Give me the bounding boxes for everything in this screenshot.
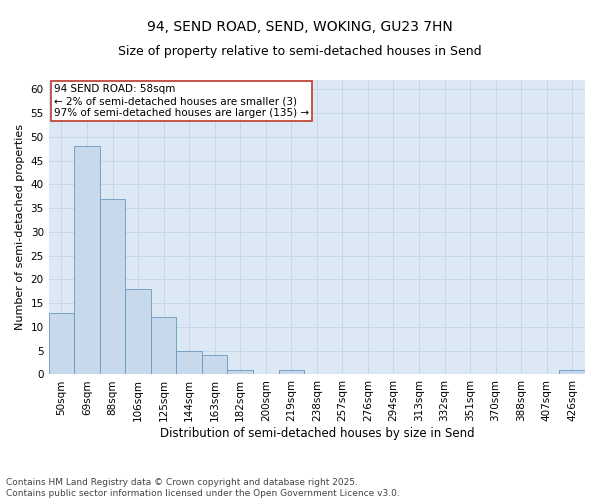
Text: 94, SEND ROAD, SEND, WOKING, GU23 7HN: 94, SEND ROAD, SEND, WOKING, GU23 7HN	[147, 20, 453, 34]
Text: 94 SEND ROAD: 58sqm
← 2% of semi-detached houses are smaller (3)
97% of semi-det: 94 SEND ROAD: 58sqm ← 2% of semi-detache…	[54, 84, 309, 117]
Bar	[100, 198, 125, 374]
Bar	[125, 289, 151, 374]
X-axis label: Distribution of semi-detached houses by size in Send: Distribution of semi-detached houses by …	[160, 427, 474, 440]
Bar	[49, 312, 74, 374]
Bar	[176, 350, 202, 374]
Bar	[74, 146, 100, 374]
Bar	[227, 370, 253, 374]
Bar	[202, 356, 227, 374]
Text: Size of property relative to semi-detached houses in Send: Size of property relative to semi-detach…	[118, 45, 482, 58]
Text: Contains HM Land Registry data © Crown copyright and database right 2025.
Contai: Contains HM Land Registry data © Crown c…	[6, 478, 400, 498]
Bar	[559, 370, 585, 374]
Bar	[151, 318, 176, 374]
Bar	[278, 370, 304, 374]
Y-axis label: Number of semi-detached properties: Number of semi-detached properties	[15, 124, 25, 330]
